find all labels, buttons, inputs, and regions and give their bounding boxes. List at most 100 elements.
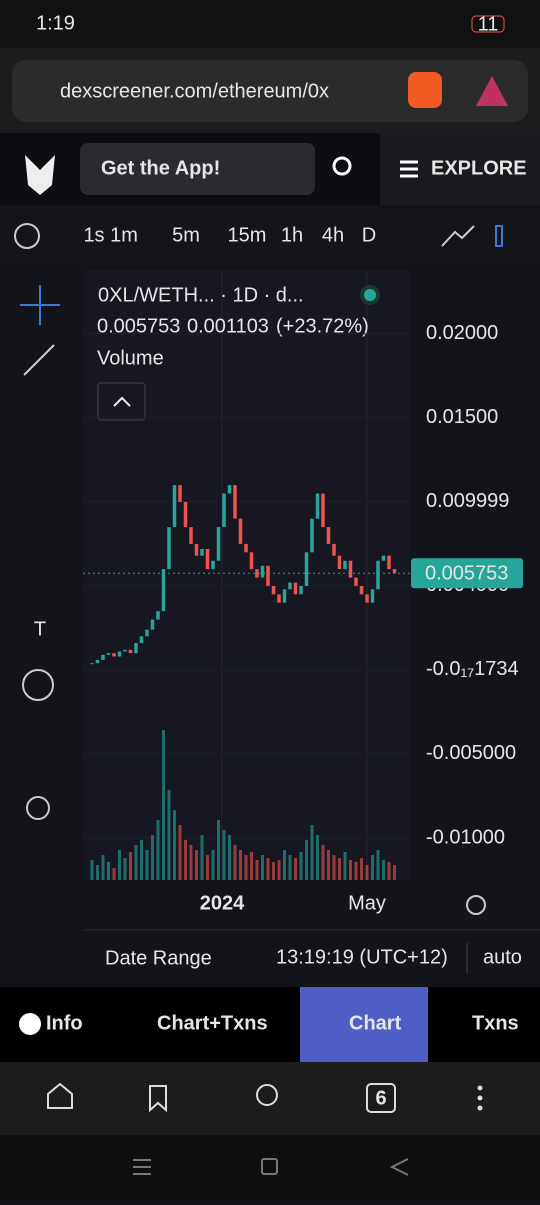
candle: [370, 589, 375, 603]
add-indicator[interactable]: [14, 223, 40, 249]
logo[interactable]: [25, 155, 55, 195]
candle: [134, 643, 138, 654]
candle: [123, 649, 127, 652]
candle: [359, 585, 364, 595]
candle-type[interactable]: [495, 225, 503, 247]
volume-bar: [178, 825, 182, 880]
candle: [222, 493, 226, 528]
candle: [194, 543, 199, 556]
brave-icon[interactable]: [408, 72, 442, 108]
settings-icon[interactable]: [466, 895, 486, 915]
get-app-text: Get the App!: [101, 157, 220, 179]
candle: [233, 485, 237, 519]
tab[interactable]: Chart: [349, 1012, 402, 1034]
price-tag-label: 0.005753: [425, 563, 508, 585]
volume-bar: [250, 852, 253, 880]
candle: [304, 552, 309, 586]
candle: [161, 569, 166, 612]
status-time: 1:19: [36, 12, 75, 34]
candle: [183, 501, 188, 528]
volume-bar: [96, 865, 99, 880]
date-range[interactable]: Date Range: [105, 947, 212, 969]
interval[interactable]: 5m: [172, 224, 200, 246]
interval[interactable]: 1s: [83, 224, 104, 246]
search-icon[interactable]: [332, 156, 352, 176]
candle: [167, 527, 171, 570]
candle: [189, 527, 193, 544]
volume-bar: [255, 860, 259, 880]
tab[interactable]: Chart+Txns: [157, 1012, 268, 1034]
zoom-tool[interactable]: [26, 796, 50, 820]
candle: [282, 589, 287, 603]
tabs-button[interactable]: [366, 1083, 396, 1113]
candle: [354, 577, 358, 586]
candle: [260, 565, 265, 578]
info-icon: [19, 1013, 41, 1035]
scale-mode[interactable]: auto: [483, 946, 522, 968]
volume-bar: [294, 858, 297, 880]
volume-bar: [90, 860, 94, 880]
search-nav[interactable]: [256, 1084, 278, 1106]
interval-bar: [0, 205, 540, 265]
candle: [117, 651, 122, 657]
recents[interactable]: [133, 1159, 151, 1175]
volume-bar: [222, 830, 226, 880]
line-type[interactable]: [441, 225, 475, 247]
candle: [200, 548, 204, 556]
volume-bar: [272, 862, 275, 880]
change-pct: (+23.72%): [276, 315, 369, 337]
volume-bar: [107, 862, 110, 880]
interval[interactable]: 1h: [281, 224, 303, 246]
candle: [310, 518, 314, 553]
home-icon[interactable]: [47, 1082, 73, 1109]
candle: [381, 555, 386, 561]
text-tool[interactable]: T: [34, 618, 46, 640]
home[interactable]: [261, 1158, 278, 1175]
volume-bar: [156, 820, 160, 880]
tab[interactable]: Info: [46, 1012, 83, 1034]
crosshair-tool[interactable]: [20, 285, 60, 325]
emoji-tool[interactable]: [22, 669, 54, 701]
candle: [139, 636, 144, 644]
get-app-button[interactable]: [80, 143, 315, 195]
candle: [332, 543, 336, 556]
rewards-icon[interactable]: [476, 76, 508, 106]
chart-panel: [83, 270, 410, 880]
pair-title: 0XL/WETH... · 1D · d...: [98, 284, 304, 306]
volume-bar: [316, 835, 319, 880]
bookmark-icon[interactable]: [149, 1085, 167, 1113]
candle: [266, 565, 270, 586]
volume-bar: [228, 835, 231, 880]
tab[interactable]: Txns: [472, 1012, 519, 1034]
candle: [145, 629, 149, 637]
interval[interactable]: 1m: [110, 224, 138, 246]
volume-bar: [349, 860, 352, 880]
interval[interactable]: 15m: [228, 224, 267, 246]
volume-bar: [195, 850, 198, 880]
interval[interactable]: D: [362, 224, 376, 246]
volume-bar: [173, 810, 176, 880]
y-tick-label: 0.009999: [426, 490, 509, 512]
line-tool[interactable]: [23, 344, 55, 376]
interval[interactable]: 4h: [322, 224, 344, 246]
candle: [106, 653, 111, 655]
volume-bar: [145, 850, 149, 880]
candle: [337, 555, 342, 570]
candle: [365, 594, 369, 603]
volume-bar: [376, 850, 380, 880]
candle: [293, 582, 298, 595]
x-label: May: [348, 892, 386, 914]
candle: [172, 485, 177, 528]
explore-text: EXPLORE: [431, 157, 527, 179]
candle: [244, 543, 248, 553]
candle: [277, 594, 281, 603]
change: 0.001103: [187, 315, 269, 337]
volume-bar: [184, 840, 187, 880]
collapse-button[interactable]: [97, 382, 146, 421]
clock: 13:19:19 (UTC+12): [276, 946, 448, 968]
volume-bar: [343, 852, 347, 880]
back[interactable]: [389, 1158, 409, 1176]
volume-bar: [360, 858, 363, 880]
url-field[interactable]: [12, 60, 528, 122]
